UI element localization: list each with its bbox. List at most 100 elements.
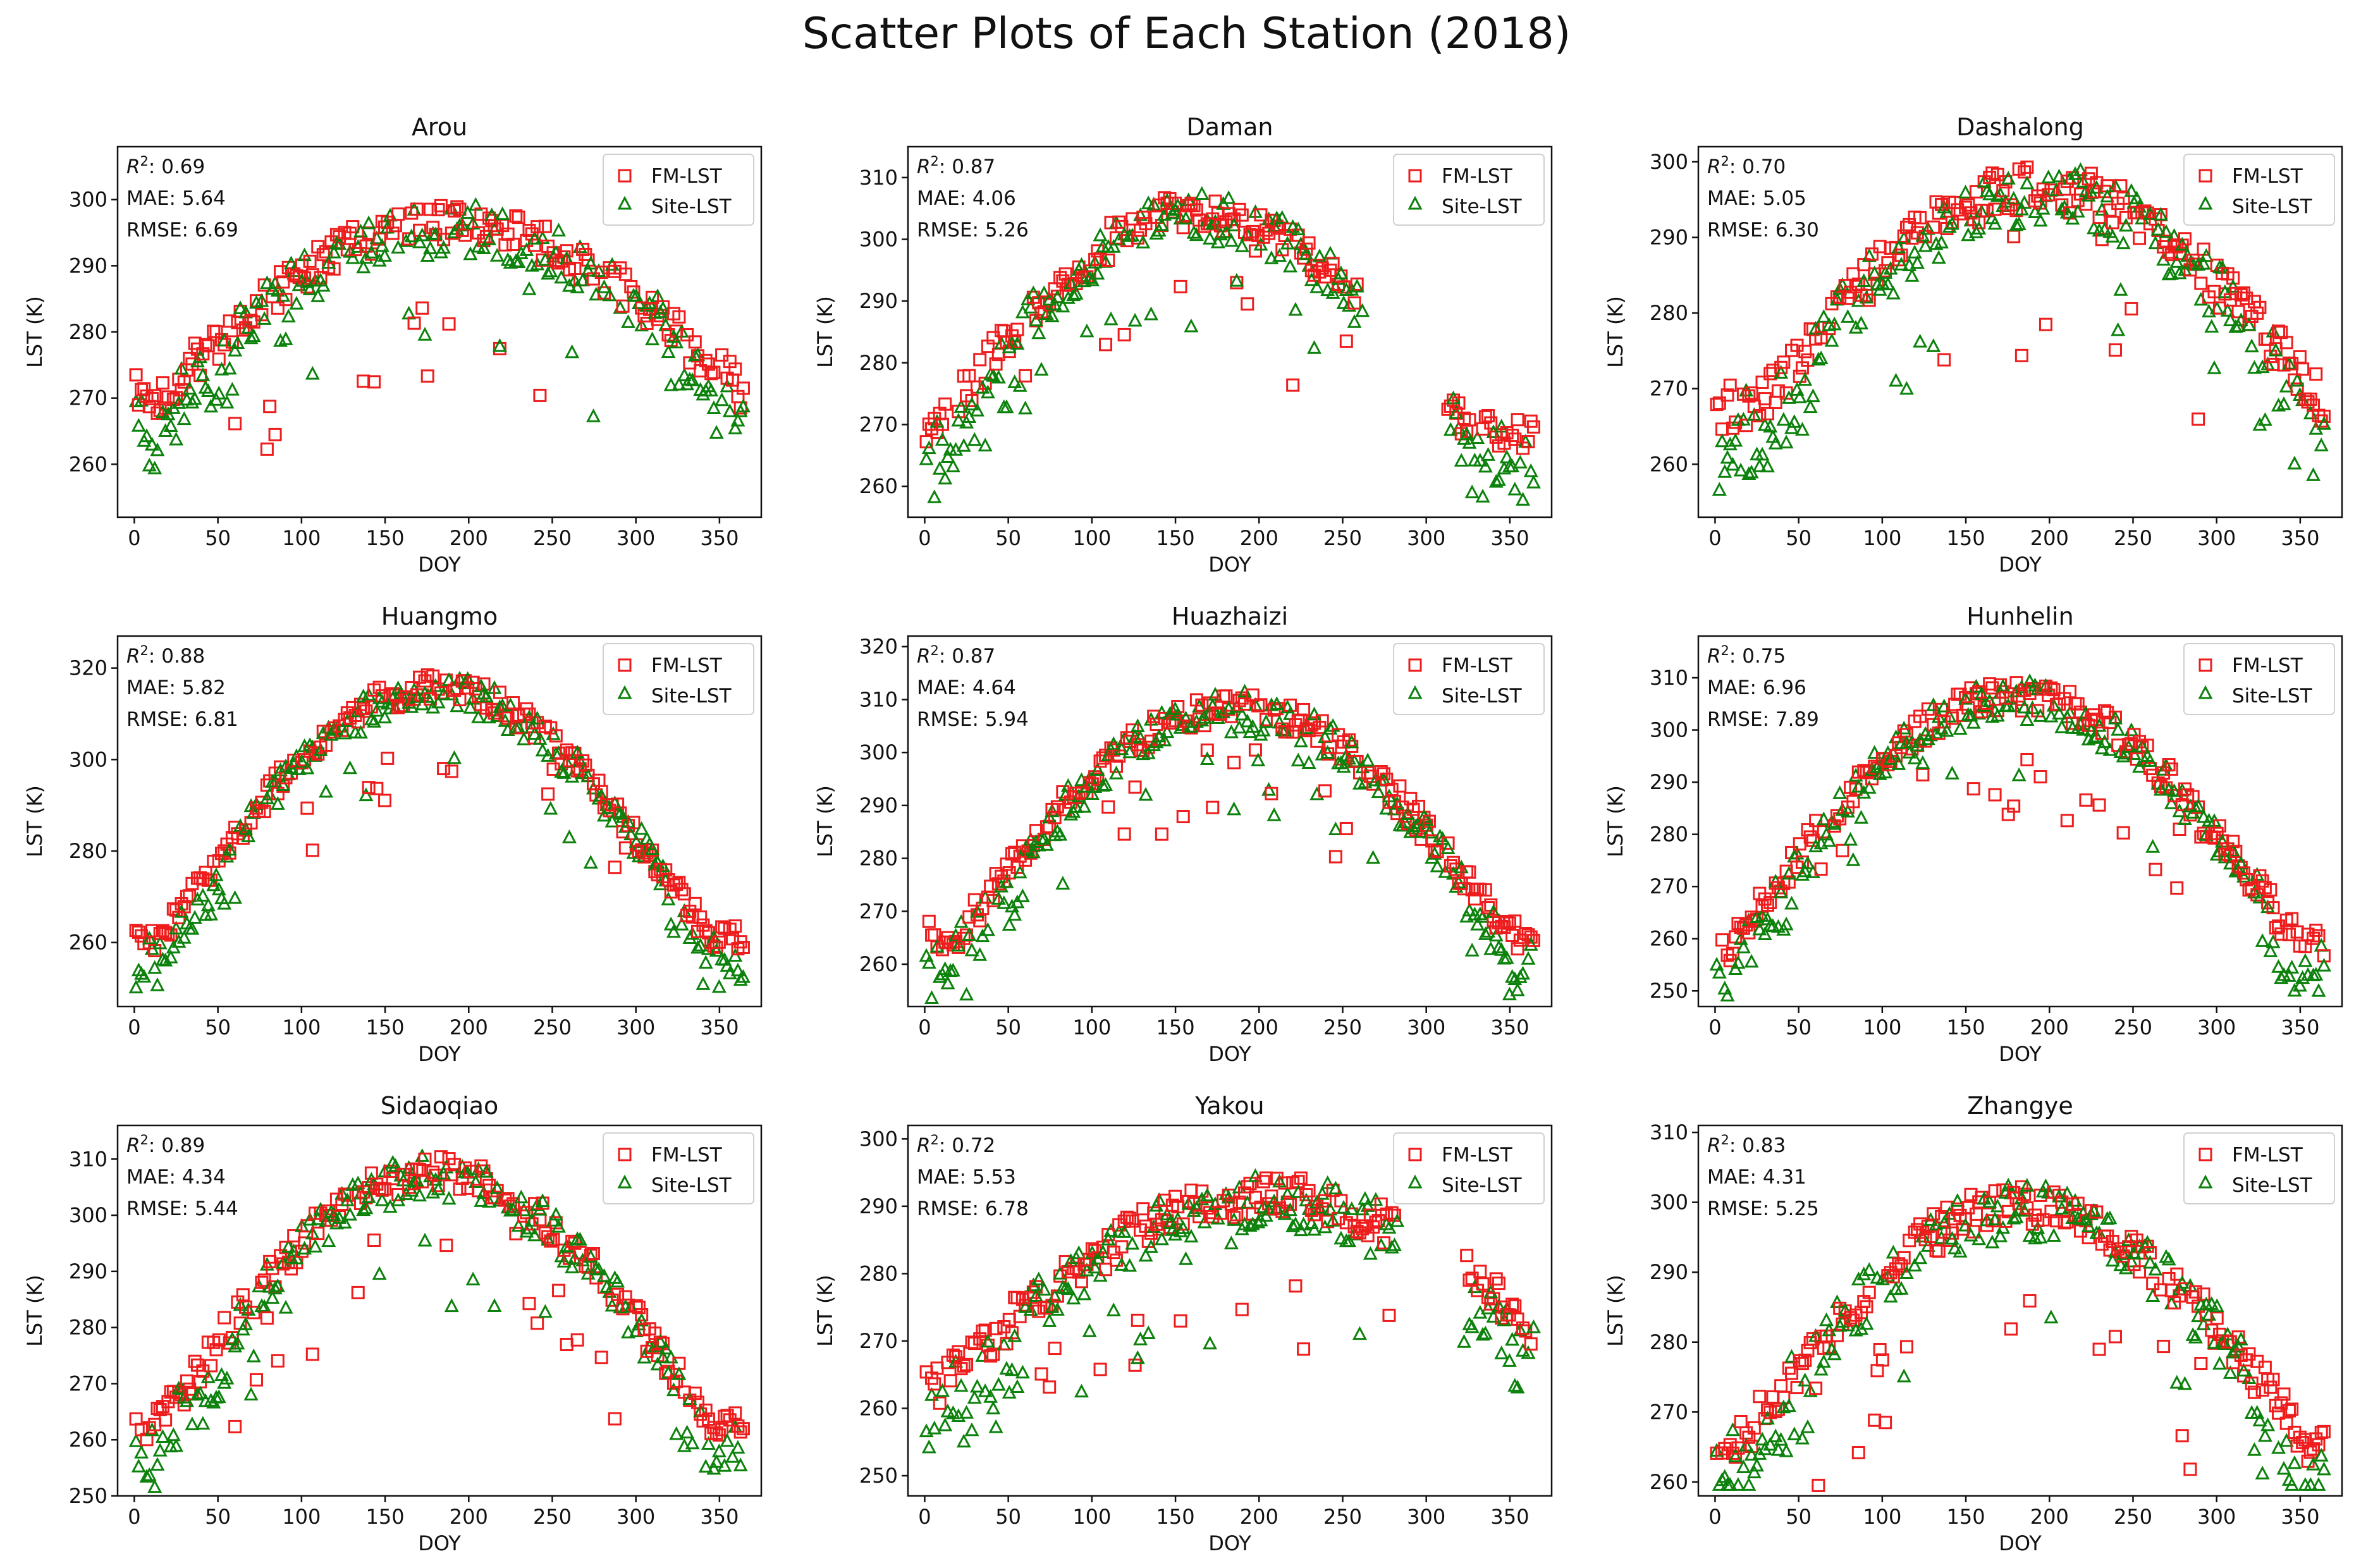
site-lst-point — [326, 244, 341, 259]
fm-lst-point — [487, 219, 501, 233]
site-lst-point — [2292, 977, 2307, 992]
x-tick-label: 200 — [2030, 1505, 2069, 1529]
fm-lst-point — [2277, 1387, 2291, 1401]
site-lst-point — [233, 300, 248, 314]
fm-lst-point — [2279, 1416, 2293, 1430]
site-lst-point — [1928, 1216, 1944, 1231]
site-lst-point — [147, 460, 162, 475]
site-lst-point — [1223, 233, 1239, 247]
fm-lst-point — [1763, 895, 1777, 909]
y-tick-label: 300 — [69, 747, 107, 771]
site-lst-point — [527, 726, 542, 740]
site-lst-point — [1307, 340, 1322, 354]
site-lst-point — [190, 1387, 205, 1401]
site-lst-point — [685, 926, 700, 940]
site-lst-point — [308, 1239, 323, 1253]
site-lst-point — [1733, 462, 1748, 477]
site-lst-point — [1746, 1464, 1762, 1479]
x-tick-label: 350 — [1490, 1015, 1529, 1039]
fm-lst-point — [1865, 247, 1879, 261]
x-tick-label: 250 — [1323, 1015, 1362, 1039]
fm-lst-point — [1125, 1214, 1139, 1228]
site-lst-point — [1907, 1258, 1922, 1272]
fm-lst-point — [1937, 353, 1951, 367]
site-lst-point — [289, 1250, 304, 1265]
stat-mae: MAE: 4.34 — [126, 1166, 226, 1189]
fm-lst-point — [935, 417, 949, 431]
fm-lst-point — [1259, 1171, 1273, 1185]
site-lst-point — [1880, 276, 1896, 291]
site-lst-point — [1007, 907, 1022, 921]
site-lst-point — [1794, 1430, 1810, 1445]
fm-lst-point — [1117, 328, 1131, 341]
site-lst-point — [1715, 433, 1730, 448]
site-lst-point — [1971, 221, 1987, 235]
site-lst-point — [1483, 941, 1499, 955]
x-tick-label: 300 — [1407, 526, 1445, 550]
fm-lst-point — [255, 795, 269, 809]
site-lst-point — [1315, 1185, 1330, 1200]
site-lst-point — [1478, 1325, 1493, 1340]
site-lst-point — [1918, 238, 1933, 252]
site-lst-point — [230, 335, 245, 349]
fm-lst-point — [925, 928, 939, 942]
legend-fm-marker — [1408, 658, 1422, 672]
site-lst-point — [1103, 311, 1119, 326]
site-lst-point — [1384, 1239, 1399, 1254]
site-lst-point — [701, 1436, 716, 1450]
fm-lst-point — [260, 442, 274, 456]
site-lst-point — [1475, 1326, 1490, 1341]
x-tick-label: 350 — [700, 1505, 739, 1529]
site-lst-point — [980, 1333, 995, 1348]
x-tick-label: 0 — [128, 526, 140, 550]
stat-r2: R2: 0.87 — [917, 154, 995, 178]
fm-lst-point — [212, 352, 226, 366]
fm-lst-point — [1462, 865, 1476, 879]
site-lst-point — [1034, 362, 1049, 376]
site-lst-point — [548, 1206, 563, 1221]
site-lst-point — [463, 246, 478, 260]
fm-lst-point — [1505, 429, 1519, 443]
fm-lst-point — [1771, 384, 1785, 398]
fm-lst-point — [2285, 912, 2299, 926]
site-lst-point — [583, 255, 598, 270]
x-tick-label: 100 — [1863, 1505, 1901, 1529]
site-lst-point — [1234, 238, 1249, 252]
site-lst-point — [1026, 844, 1041, 859]
fm-lst-point — [1760, 898, 1774, 912]
site-lst-point — [1481, 447, 1496, 461]
scatter-points — [128, 668, 751, 994]
fm-lst-point — [1744, 1440, 1758, 1454]
fm-lst-point — [594, 785, 608, 799]
site-lst-point — [200, 897, 216, 912]
site-lst-point — [565, 344, 580, 358]
site-lst-point — [150, 1457, 165, 1471]
fm-lst-point — [1500, 914, 1514, 928]
site-lst-point — [1505, 969, 1520, 983]
fm-lst-point — [1174, 1314, 1187, 1328]
fm-lst-point — [530, 220, 544, 234]
site-lst-point — [2279, 1433, 2294, 1447]
site-lst-point — [1055, 298, 1070, 313]
fm-lst-point — [670, 1375, 684, 1388]
site-lst-point — [2022, 673, 2037, 687]
site-lst-point — [1002, 917, 1017, 931]
site-lst-point — [927, 489, 942, 503]
site-lst-point — [513, 1189, 529, 1204]
site-lst-point — [1036, 1282, 1052, 1296]
stat-rmse: RMSE: 5.44 — [126, 1197, 238, 1220]
site-lst-point — [142, 1467, 157, 1481]
site-lst-point — [1352, 1326, 1367, 1340]
site-lst-point — [1813, 1361, 1829, 1376]
fm-lst-point — [587, 1247, 601, 1261]
site-lst-point — [717, 1457, 732, 1472]
fm-lst-point — [989, 1321, 1003, 1335]
fm-lst-point — [1238, 697, 1252, 711]
fm-lst-point — [1398, 809, 1412, 823]
fm-lst-point — [2092, 798, 2106, 812]
fm-lst-point — [1109, 759, 1123, 773]
x-tick-label: 100 — [1863, 1015, 1901, 1039]
y-tick-label: 300 — [859, 1127, 898, 1151]
x-tick-label: 150 — [1156, 1505, 1195, 1529]
x-tick-label: 0 — [1708, 1015, 1721, 1039]
